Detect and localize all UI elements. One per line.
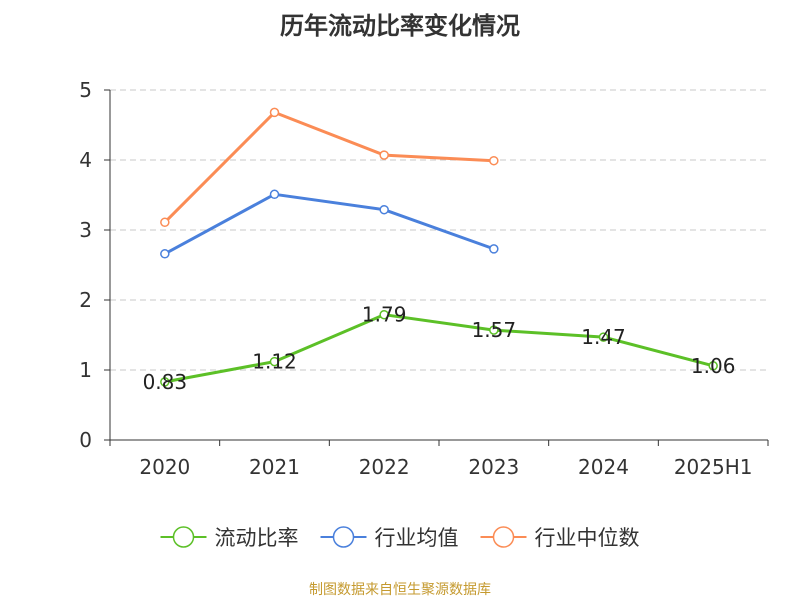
series-line-2 [164,192,495,256]
y-tick-label: 5 [79,78,92,102]
data-point [269,107,280,118]
data-point [489,155,499,166]
data-label: 1.06 [691,354,736,378]
data-label: 1.57 [472,318,517,342]
y-tick-label: 4 [79,148,92,172]
series-line-3 [163,110,494,224]
chart-title: 历年流动比率变化情况 [280,12,520,40]
data-label: 1.47 [581,325,626,349]
y-tick-label: 3 [79,218,92,242]
data-point [708,361,718,371]
data-point [489,325,499,335]
x-tick-label: 2024 [578,455,629,479]
x-tick-label: 2022 [359,455,410,479]
x-tick-label: 2021 [249,455,300,479]
y-tick-label: 2 [79,288,92,312]
data-point [379,309,389,320]
series-line-1 [164,313,714,384]
y-tick-label: 1 [79,358,92,382]
data-point [489,244,499,254]
legend-label: 流动比率 [215,526,299,550]
x-tick-label: 2023 [468,455,519,479]
x-tick-label: 2020 [139,455,190,479]
data-point [160,377,170,387]
data-point [598,332,609,342]
data-point [160,249,170,259]
y-tick-label: 0 [79,428,92,452]
legend-label: 行业中位数 [535,526,640,550]
data-label: 1.12 [252,350,297,374]
data-point [379,204,389,215]
data-point [269,189,280,200]
data-point [160,217,170,228]
legend-label: 行业均值 [375,526,459,550]
source-note: 制图数据来自恒生聚源数据库 [309,582,491,598]
x-tick-label: 2025H1 [674,455,753,479]
legend-marker [172,526,195,548]
data-point [379,150,389,160]
legend-marker [332,526,355,548]
data-label: 1.79 [362,303,407,327]
legend-marker [492,526,515,548]
data-label: 0.83 [143,370,188,394]
data-point [269,356,280,367]
